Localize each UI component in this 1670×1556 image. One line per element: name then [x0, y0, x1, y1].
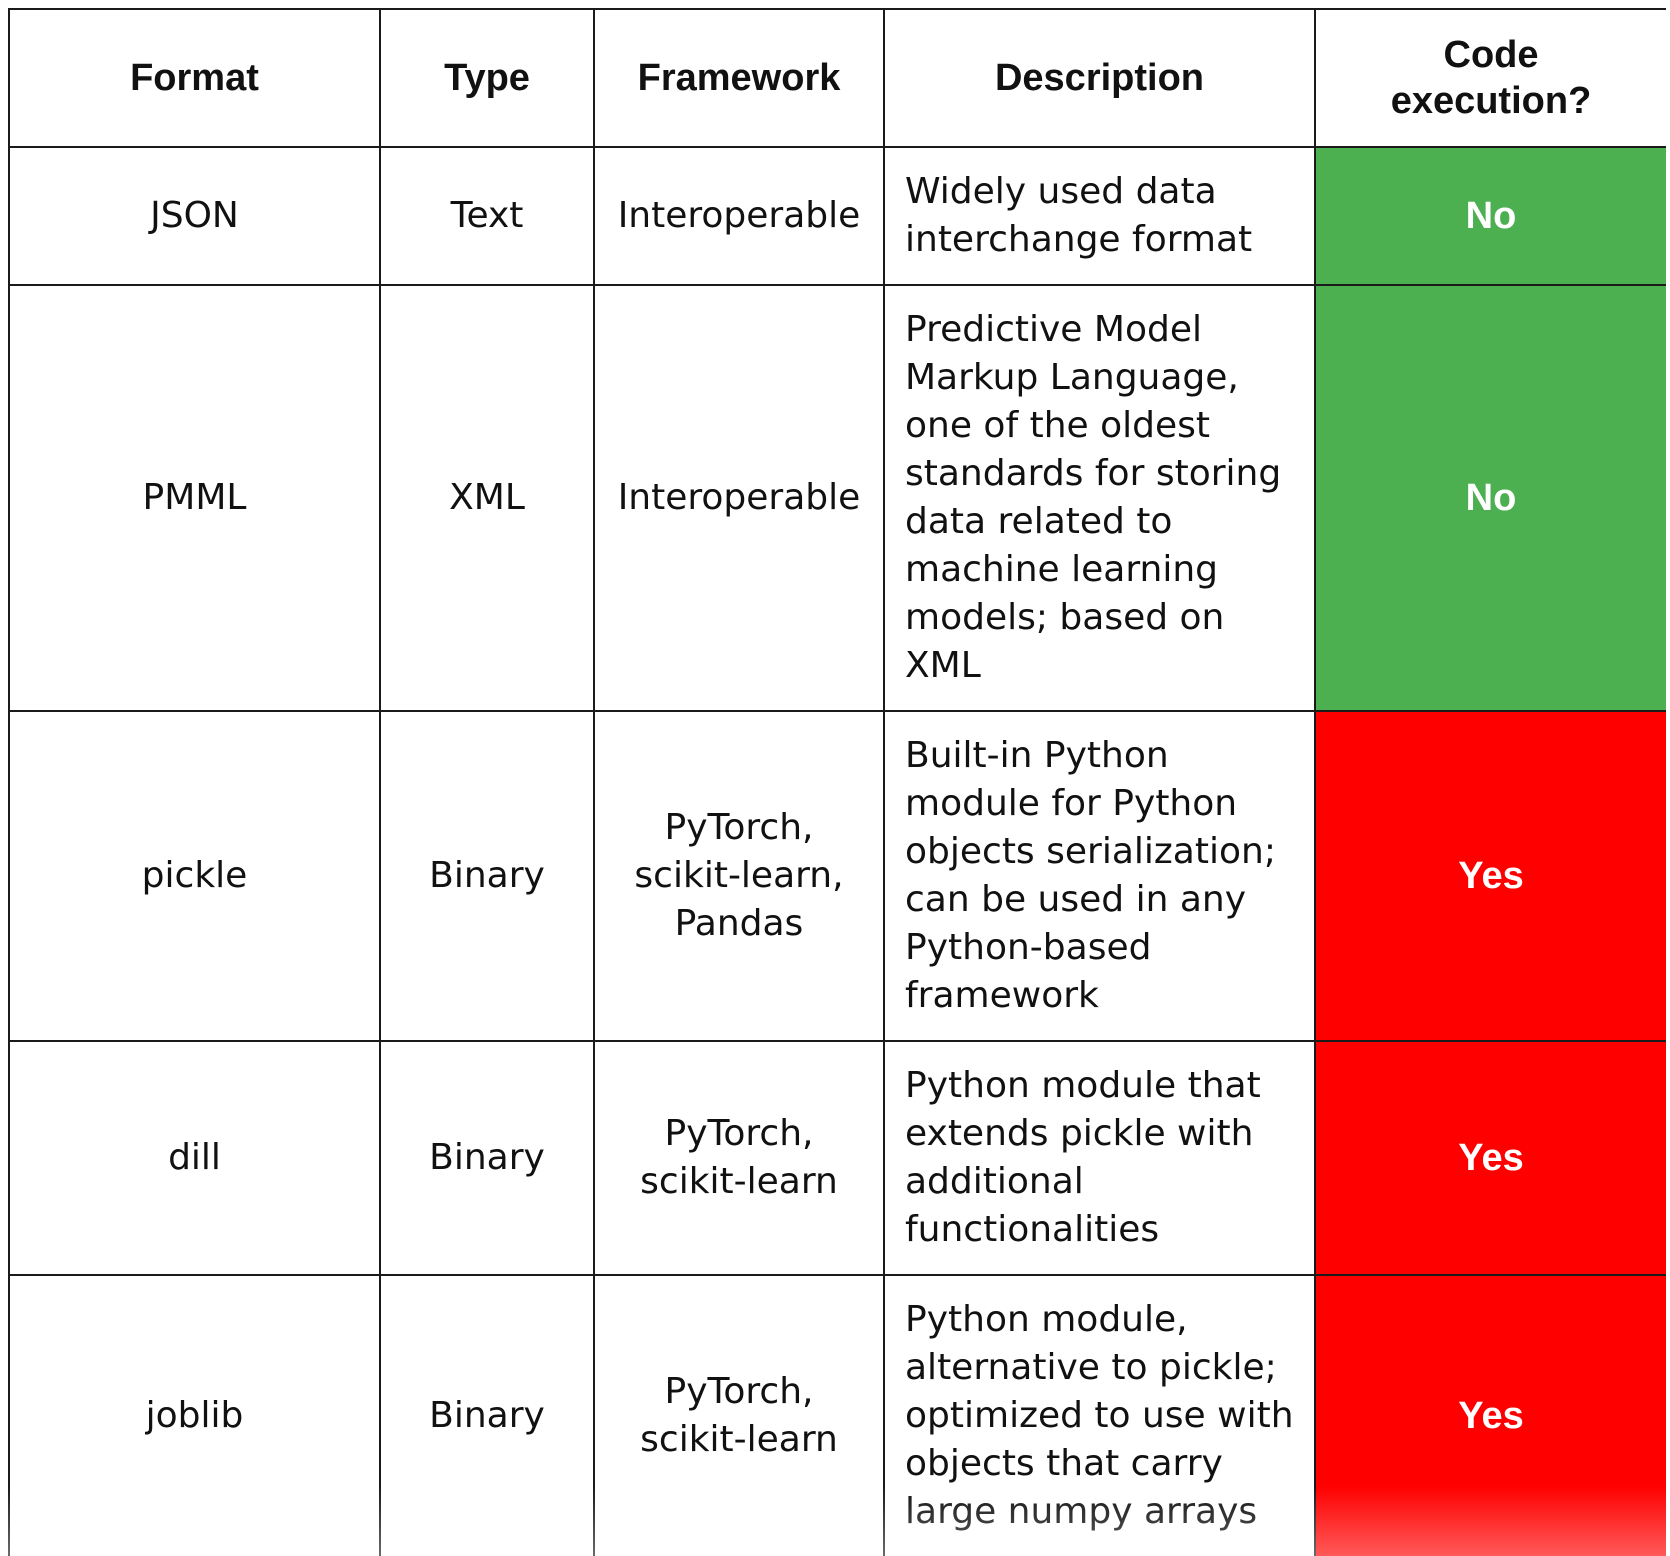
cell-framework: Interoperable — [593, 146, 885, 286]
serialization-formats-table: Format Type Framework Description Code e… — [8, 8, 1666, 1556]
header-code-execution: Code execution? — [1314, 8, 1666, 148]
cell-format: PMML — [8, 284, 381, 712]
cell-format: JSON — [8, 146, 381, 286]
cell-format: pickle — [8, 710, 381, 1042]
cell-framework: PyTorch, scikit-learn — [593, 1040, 885, 1276]
cell-description: Widely used data interchange format — [883, 146, 1316, 286]
cell-type: XML — [379, 284, 595, 712]
cell-type: Binary — [379, 710, 595, 1042]
cell-type: Binary — [379, 1274, 595, 1556]
table-row: JSON Text Interoperable Widely used data… — [8, 146, 1666, 286]
comparison-table-container: Format Type Framework Description Code e… — [8, 8, 1666, 1556]
cell-description: Python module, alternative to pickle; op… — [883, 1274, 1316, 1556]
table-row: PMML XML Interoperable Predictive Model … — [8, 284, 1666, 712]
table-row: joblib Binary PyTorch, scikit-learn Pyth… — [8, 1274, 1666, 1556]
cell-description: Built-in Python module for Python object… — [883, 710, 1316, 1042]
header-row: Format Type Framework Description Code e… — [8, 8, 1666, 148]
cell-type: Binary — [379, 1040, 595, 1276]
cell-code-execution: Yes — [1314, 710, 1666, 1042]
cell-framework: Interoperable — [593, 284, 885, 712]
header-type: Type — [379, 8, 595, 148]
cell-description: Python module that extends pickle with a… — [883, 1040, 1316, 1276]
cell-code-execution: No — [1314, 284, 1666, 712]
header-format: Format — [8, 8, 381, 148]
table-row: pickle Binary PyTorch, scikit-learn, Pan… — [8, 710, 1666, 1042]
cell-framework: PyTorch, scikit-learn, Pandas — [593, 710, 885, 1042]
cell-description: Predictive Model Markup Language, one of… — [883, 284, 1316, 712]
table-row: dill Binary PyTorch, scikit-learn Python… — [8, 1040, 1666, 1276]
header-framework: Framework — [593, 8, 885, 148]
cell-code-execution: Yes — [1314, 1040, 1666, 1276]
header-description: Description — [883, 8, 1316, 148]
cell-format: joblib — [8, 1274, 381, 1556]
cell-framework: PyTorch, scikit-learn — [593, 1274, 885, 1556]
cell-code-execution: Yes — [1314, 1274, 1666, 1556]
cell-type: Text — [379, 146, 595, 286]
cell-code-execution: No — [1314, 146, 1666, 286]
cell-format: dill — [8, 1040, 381, 1276]
